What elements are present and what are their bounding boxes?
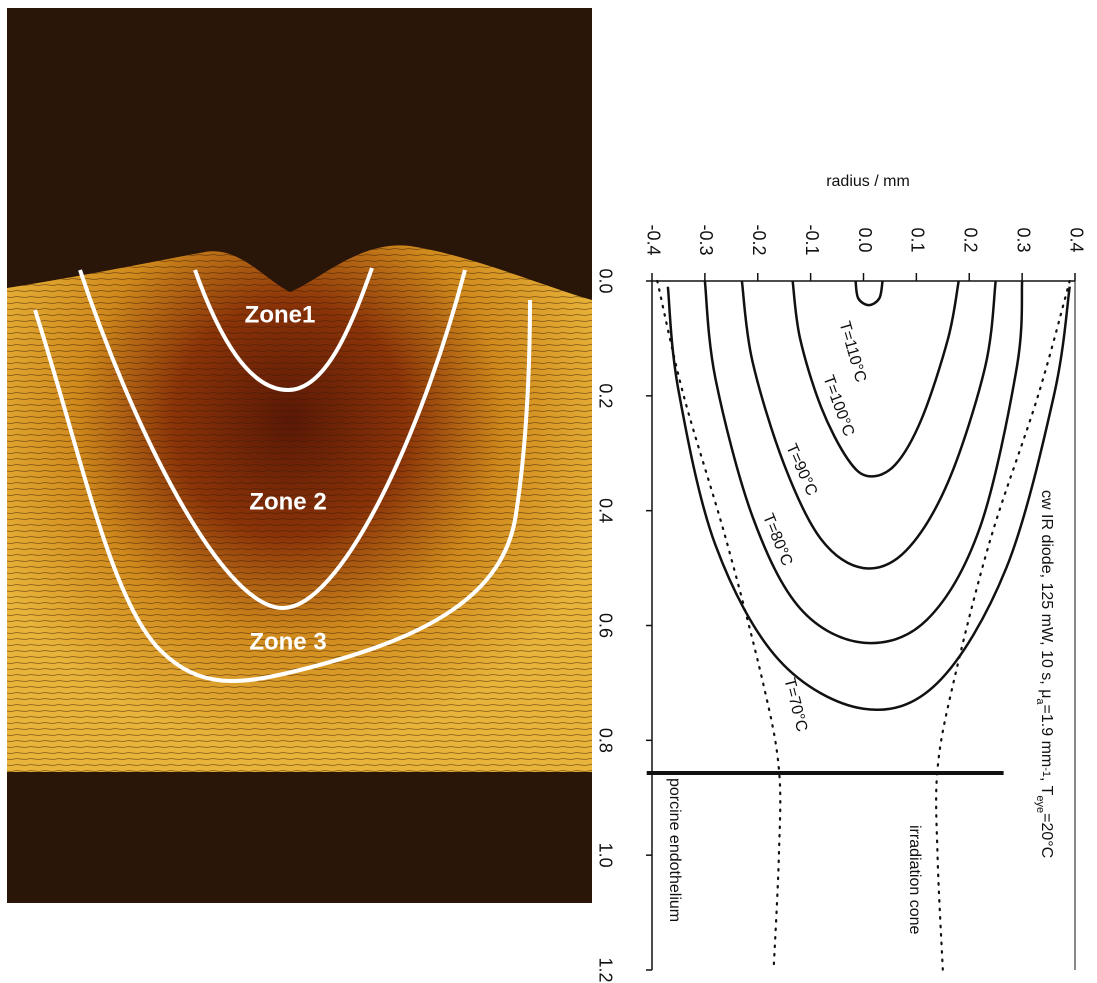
isotherm-label: T=100°C	[819, 373, 857, 439]
cone-label: irradiation cone	[906, 825, 923, 935]
y-tick-label: 1.2	[595, 957, 615, 982]
page: {"photo": {"zones": ["Zone1", "Zone 2", …	[0, 0, 1097, 983]
x-tick-label: 0.4	[1066, 227, 1086, 252]
figure: Zone1 Zone 2 Zone 3 radius / mm -0.4 -0.3…	[0, 0, 1097, 983]
y-tick-label: 1.0	[595, 843, 615, 868]
tissue-photo: Zone1 Zone 2 Zone 3	[7, 8, 592, 903]
y-tick-label: 0.6	[595, 613, 615, 638]
isotherm-label: T=110°C	[835, 320, 869, 385]
annotation-part: eye	[1034, 795, 1046, 813]
y-tick-label: 0.2	[595, 383, 615, 408]
x-tick-label: -0.4	[643, 224, 663, 255]
x-tick-label: 0.0	[855, 227, 875, 252]
annotation-part: , T	[1038, 777, 1055, 796]
chart: radius / mm -0.4 -0.3 -0.2 -0.1 0.0 0.1 0.2 0.3…	[595, 173, 1086, 982]
isotherm	[793, 281, 959, 476]
zone-label: Zone 2	[249, 488, 326, 515]
endothelium-label: porcine endothelium	[666, 778, 683, 922]
annotation-part: -1	[1040, 767, 1052, 777]
x-tick-label: -0.2	[749, 224, 769, 255]
y-tick-label: 0.0	[595, 268, 615, 293]
zone-label: Zone1	[245, 301, 316, 328]
isotherm	[668, 287, 1070, 710]
x-tick-label: 0.2	[961, 227, 981, 252]
annotation-part: cw IR diode, 125 mW, 10 s, μ	[1038, 490, 1055, 698]
y-tick-label: 0.8	[595, 728, 615, 753]
isotherm	[705, 281, 1022, 643]
annotation-part: =1.9 mm	[1038, 705, 1055, 768]
isotherm	[856, 281, 883, 305]
x-tick-label: -0.1	[802, 224, 822, 255]
x-tick-label: -0.3	[696, 224, 716, 255]
x-tick-label: 0.1	[908, 227, 928, 252]
x-tick-label: 0.3	[1013, 227, 1033, 252]
isotherm-label: T=80°C	[759, 511, 795, 568]
y-tick-label: 0.4	[595, 498, 615, 523]
annotation-part: =20°C	[1038, 813, 1055, 858]
x-axis-title: radius / mm	[826, 173, 910, 190]
annotation: cw IR diode, 125 mW, 10 s, μa=1.9 mm-1, …	[1034, 490, 1055, 858]
zone-label: Zone 3	[249, 628, 326, 655]
isotherm-label: T=90°C	[782, 441, 820, 498]
